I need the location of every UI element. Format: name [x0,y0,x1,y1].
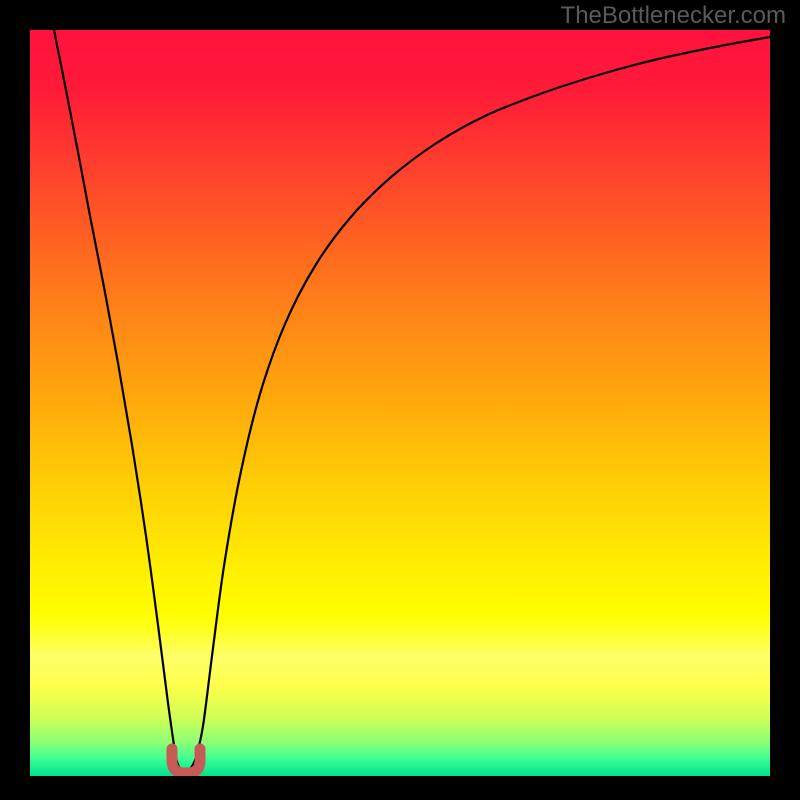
curve-svg [30,30,770,776]
plot-frame [30,30,770,776]
minimum-marker [172,749,200,773]
watermark-text: TheBottlenecker.com [561,2,786,30]
bottleneck-curve [54,30,770,773]
